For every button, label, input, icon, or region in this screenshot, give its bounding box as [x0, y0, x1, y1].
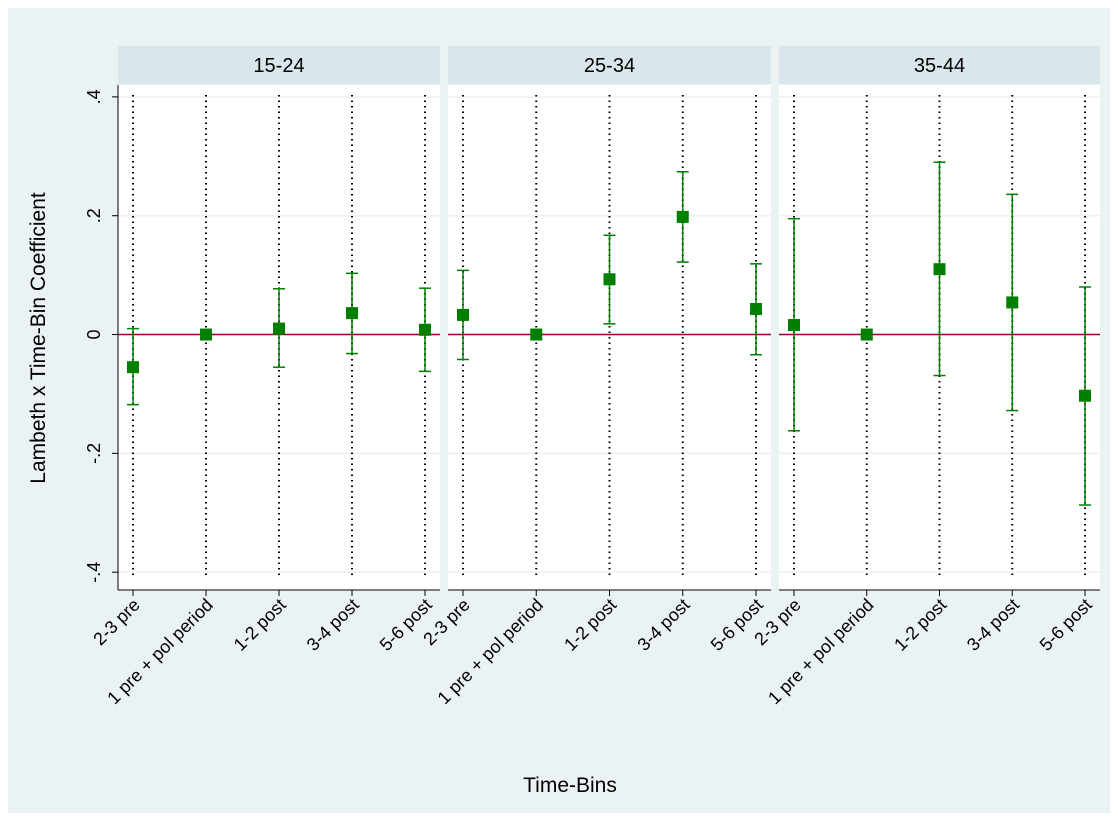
- y-tick-label: .2: [84, 208, 104, 223]
- y-tick-label: .4: [84, 89, 104, 104]
- y-tick-label: 0: [84, 330, 104, 340]
- point: [457, 308, 469, 321]
- panel-title: 35-44: [914, 55, 965, 77]
- point: [200, 328, 212, 341]
- y-tick-label: -.4: [84, 562, 104, 583]
- point: [346, 307, 358, 320]
- panel-title: 15-24: [253, 55, 304, 77]
- panel-header: [779, 46, 1100, 84]
- point: [603, 273, 616, 286]
- point: [788, 319, 800, 332]
- panel-title: 25-34: [584, 55, 635, 77]
- panel-header: [448, 46, 771, 84]
- x-axis-title: Time-Bins: [523, 774, 617, 797]
- point: [530, 328, 543, 341]
- point: [1079, 389, 1091, 402]
- point: [933, 263, 946, 276]
- point: [419, 323, 431, 336]
- panel-header: [118, 46, 440, 84]
- y-tick-label: -.2: [84, 443, 104, 464]
- point: [1006, 296, 1019, 309]
- point: [860, 328, 873, 341]
- point: [676, 210, 689, 223]
- point: [750, 302, 762, 315]
- point: [127, 361, 139, 374]
- y-axis-title: Lambeth x Time-Bin Coefficient: [27, 192, 50, 484]
- point: [273, 322, 285, 335]
